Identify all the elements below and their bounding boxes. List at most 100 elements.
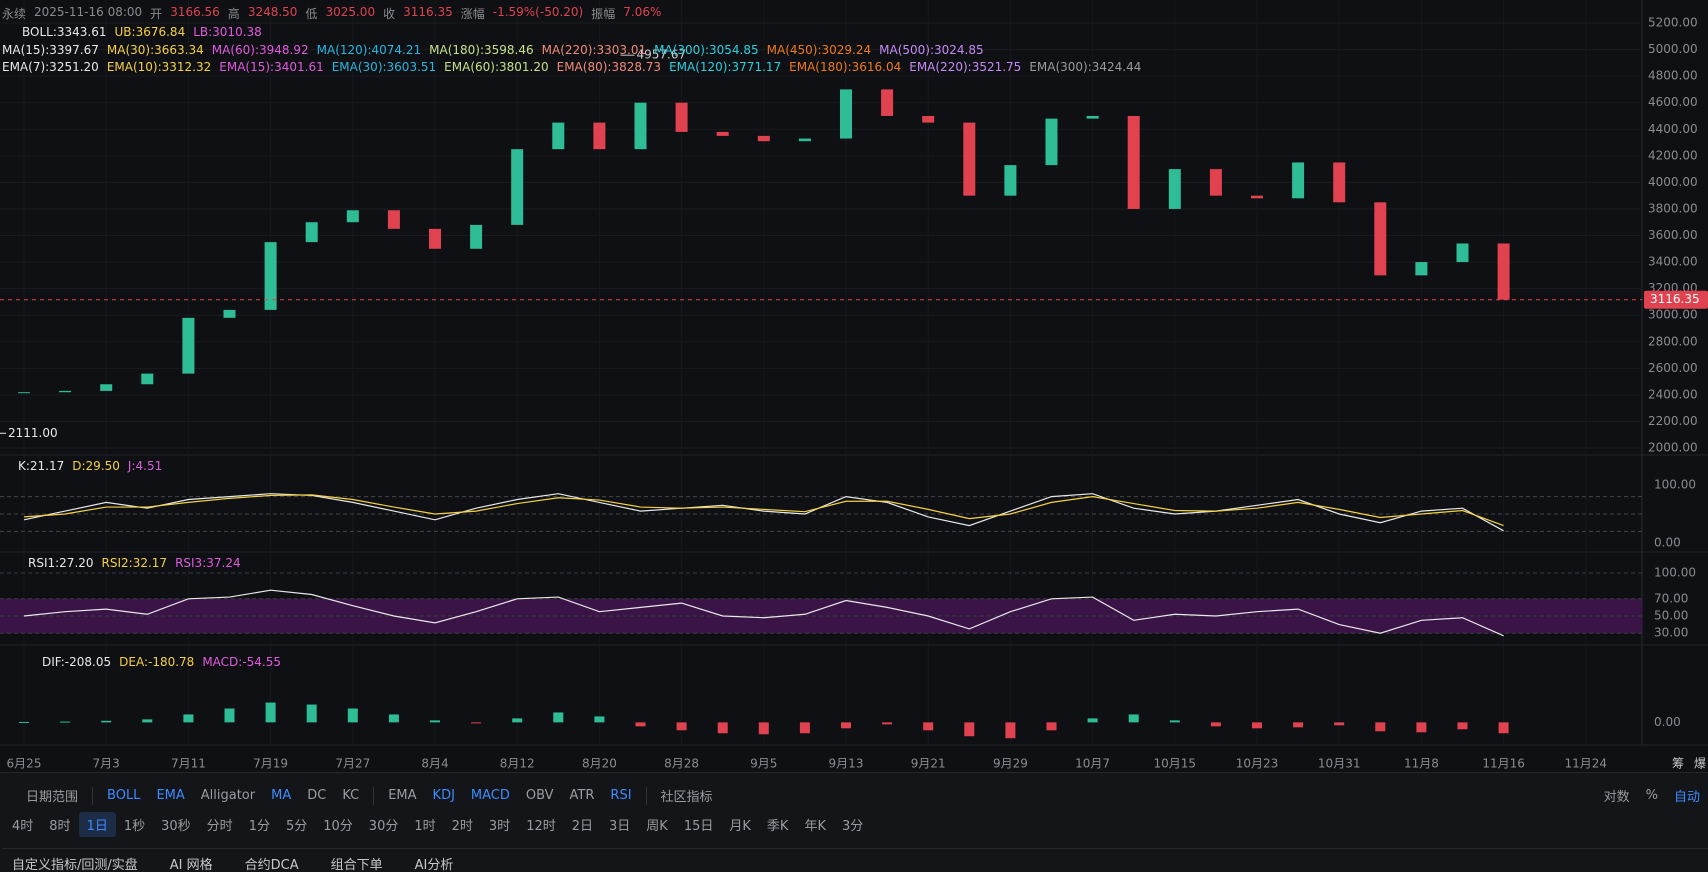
macd-bar: [60, 721, 71, 723]
toolbar-button[interactable]: MA: [271, 788, 292, 803]
macd-bar: [1005, 722, 1016, 739]
toolbar-button[interactable]: EMA: [388, 788, 417, 803]
interval-button[interactable]: 月K: [729, 819, 751, 834]
toolbar-button[interactable]: 社区指标: [660, 790, 713, 805]
x-tick-label: 8月4: [421, 757, 448, 771]
candle: [1251, 195, 1263, 199]
legend-item: DEA:-180.78: [119, 655, 195, 669]
macd-bar: [512, 718, 523, 723]
candle: [552, 122, 565, 150]
interval-button[interactable]: 1时: [414, 819, 436, 834]
x-tick-label: 8月20: [582, 757, 617, 771]
tool-button[interactable]: AI分析: [414, 858, 454, 872]
y-tick-label: 3000.00: [1648, 308, 1698, 322]
y-tick-label: 4000.00: [1648, 175, 1698, 189]
x-tick-label: 9月29: [993, 757, 1028, 771]
toolbar-button[interactable]: DC: [307, 788, 327, 803]
interval-button[interactable]: 1秒: [123, 819, 146, 834]
toolbar-button[interactable]: MACD: [470, 788, 510, 803]
toolbar-button[interactable]: BOLL: [107, 788, 141, 803]
field-label: 低: [305, 7, 318, 21]
macd-bar: [1334, 722, 1345, 726]
interval-button[interactable]: 2日: [571, 819, 594, 834]
legend-item: MA(300):3054.85: [654, 43, 759, 57]
toolbar-button[interactable]: ATR: [569, 788, 595, 803]
scale-button[interactable]: %: [1645, 788, 1658, 803]
y-tick-label: 4400.00: [1648, 122, 1698, 136]
legend-item: K:21.17: [18, 459, 65, 473]
last-price-label: 3116.35: [1650, 292, 1700, 306]
high-label: 4957.67: [637, 48, 687, 62]
legend-item: LB:3010.38: [193, 25, 262, 39]
interval-button[interactable]: 3分: [841, 819, 864, 834]
interval-button[interactable]: 2时: [451, 819, 473, 834]
toolbar-button[interactable]: OBV: [525, 788, 554, 803]
macd-bar: [265, 702, 276, 723]
interval-button[interactable]: 周K: [646, 819, 668, 834]
tool-button[interactable]: 合约DCA: [244, 858, 299, 872]
field-value: 7.06%: [623, 5, 662, 19]
interval-button[interactable]: 4时: [12, 819, 34, 834]
price-axis-bg: [1642, 0, 1708, 770]
interval-button[interactable]: 季K: [766, 819, 789, 834]
scale-button[interactable]: 自动: [1673, 790, 1700, 805]
field-value: 3025.00: [325, 5, 376, 19]
y-tick-label: 50.00: [1654, 609, 1688, 623]
ohlc-header: 永续 2025-11-16 08:00 开 3166.56 高 3248.50 低 3025.…: [2, 5, 661, 22]
macd-bar: [1210, 722, 1221, 727]
macd-bar: [1046, 722, 1057, 731]
interval-button[interactable]: 3时: [488, 819, 511, 834]
toolbar-button[interactable]: Alligator: [200, 788, 256, 803]
x-tick-label: 6月25: [7, 757, 42, 771]
field-value: -1.59%(-50.20): [492, 5, 584, 19]
macd-bar: [1128, 714, 1139, 723]
interval-button[interactable]: 10分: [323, 819, 353, 834]
y-tick-label: 5000.00: [1648, 42, 1698, 56]
tool-button[interactable]: AI 网格: [169, 858, 213, 872]
scale-button[interactable]: 对数: [1603, 790, 1630, 805]
interval-bar: 4时 8时 1日 1秒 30秒 分时 1分 5分 10分 30分 1时 2时 3时 12时 2日 3日 周K 15…: [4, 812, 1708, 837]
legend-item: DIF:-208.05: [42, 655, 112, 669]
toolbar-button[interactable]: KC: [342, 788, 360, 803]
toolbar-button[interactable]: KDJ: [432, 788, 455, 803]
macd-bar: [1252, 722, 1262, 729]
macd-bar: [1293, 722, 1304, 728]
candle: [141, 373, 154, 385]
candle: [182, 317, 195, 374]
interval-button[interactable]: 1分: [248, 819, 270, 834]
toolbar-button[interactable]: EMA: [156, 788, 185, 803]
interval-button[interactable]: 年K: [804, 819, 826, 834]
macd-bar: [1087, 718, 1098, 723]
separator: [92, 786, 94, 805]
candle: [716, 131, 729, 136]
toolbar-button[interactable]: 日期范围: [26, 790, 79, 805]
candle: [100, 384, 113, 391]
candle: [18, 392, 30, 394]
y-tick-label: 5200.00: [1648, 16, 1698, 30]
interval-button[interactable]: 12时: [526, 819, 556, 834]
x-tick-label: 8月28: [664, 757, 699, 771]
y-tick-label: 100.00: [1654, 478, 1696, 492]
toolbar-button[interactable]: RSI: [610, 788, 632, 803]
interval-button[interactable]: 1日: [78, 812, 116, 837]
interval-button[interactable]: 5分: [285, 819, 308, 834]
legend-item: EMA(220):3521.75: [909, 60, 1022, 74]
macd-bar: [758, 722, 769, 735]
candle: [1127, 115, 1140, 209]
y-tick-label: 30.00: [1654, 626, 1688, 640]
interval-button[interactable]: 30秒: [161, 819, 191, 834]
interval-button[interactable]: 15日: [683, 819, 714, 834]
interval-button[interactable]: 3日: [609, 819, 631, 834]
tool-button[interactable]: 自定义指标/回测/实盘: [12, 858, 138, 872]
macd-bar: [553, 712, 564, 723]
interval-button[interactable]: 8时: [49, 819, 71, 834]
y-tick-label: 0.00: [1654, 536, 1681, 550]
legend-item: MA(60):3948.92: [211, 43, 309, 57]
interval-button[interactable]: 30分: [368, 819, 399, 834]
interval-button[interactable]: 分时: [206, 819, 233, 834]
tool-button[interactable]: 组合下单: [330, 858, 383, 872]
candle: [346, 210, 359, 223]
macd-bar: [224, 708, 235, 723]
legend-item: J:4.51: [127, 459, 163, 473]
